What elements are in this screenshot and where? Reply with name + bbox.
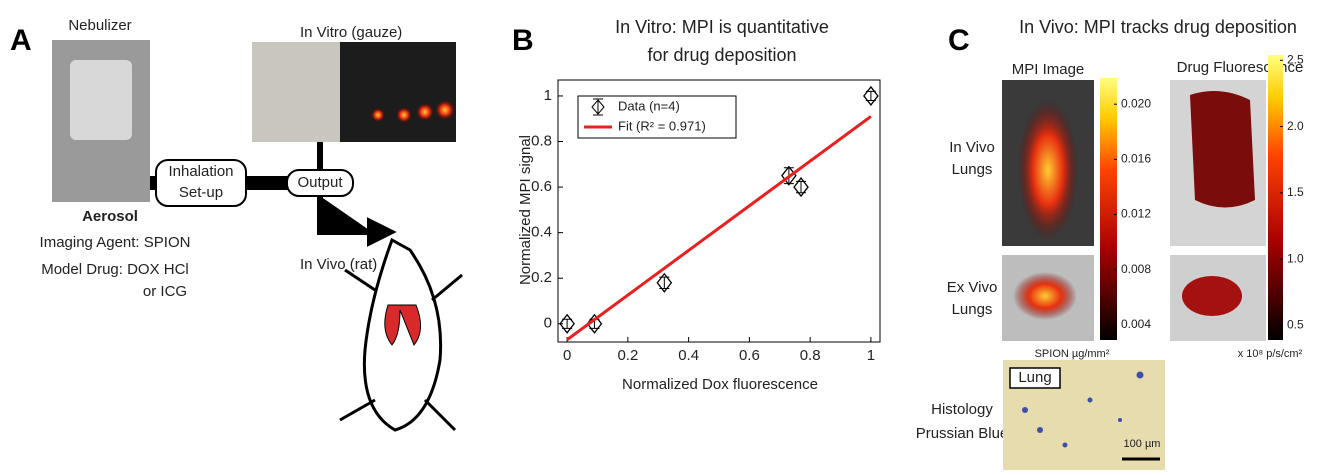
panel-letter: C <box>948 24 970 57</box>
data-point <box>863 85 879 107</box>
colorbar-label: x 10⁸ p/s/cm² <box>1238 348 1303 360</box>
y-tick-label: 0.8 <box>531 132 552 149</box>
label: MPI Image <box>1012 61 1085 78</box>
arrow-down <box>317 196 397 247</box>
nebulizer-cup <box>70 60 132 140</box>
label: In Vivo (rat) <box>300 256 377 273</box>
y-tick-label: 0.6 <box>531 178 552 195</box>
x-tick-label: 1 <box>867 347 875 364</box>
chart-title: In Vitro: MPI is quantitative <box>615 17 829 37</box>
x-axis-label: Normalized Dox fluorescence <box>622 376 818 393</box>
chart-title: for drug deposition <box>647 45 796 65</box>
rat-drawing <box>339 237 463 432</box>
colorbar-tick-label: 0.012 <box>1121 207 1151 221</box>
colorbar-tick-label: 1.0 <box>1287 251 1304 265</box>
label: Imaging Agent: SPION <box>40 234 191 251</box>
panel-letter: B <box>512 24 534 57</box>
x-tick-label: 0.8 <box>800 347 821 364</box>
colorbar-label: SPION µg/mm² <box>1035 348 1110 360</box>
drug-colorbar <box>1268 55 1283 340</box>
rat-lungs <box>384 304 421 346</box>
colorbar-tick-label: 0.016 <box>1121 152 1151 166</box>
x-tick-label: 0.2 <box>617 347 638 364</box>
label: Prussian Blue <box>916 425 1009 442</box>
colorbar-tick-label: 0.020 <box>1121 96 1151 110</box>
label: Model Drug: DOX HCl <box>41 261 189 278</box>
panel-a: A Nebulizer Aerosol Imaging Agent: SPION… <box>10 17 463 432</box>
panel-b: B In Vitro: MPI is quantitative for drug… <box>512 17 881 393</box>
data-point <box>793 177 809 198</box>
fluor-signal <box>1182 276 1242 316</box>
colorbar-tick-label: 0.008 <box>1121 262 1151 276</box>
legend-symbol <box>591 98 605 116</box>
colorbar-tick-label: 2.5 <box>1287 52 1304 66</box>
label: Output <box>297 174 343 191</box>
data-point <box>656 272 673 293</box>
colorbar-tick-label: 0.004 <box>1121 317 1151 331</box>
label: In Vitro (gauze) <box>300 24 402 41</box>
y-tick-label: 1 <box>544 87 552 104</box>
fit-line <box>566 115 872 341</box>
legend-box <box>577 95 737 139</box>
legend-label: Data (n=4) <box>618 98 680 113</box>
y-axis-label: Normalized MPI signal <box>517 135 534 285</box>
error-bar <box>865 90 876 102</box>
gauze-photo <box>252 42 340 142</box>
label: Histology <box>931 401 993 418</box>
plot-frame <box>557 79 881 343</box>
label: Lung <box>1018 369 1051 386</box>
error-bar <box>562 318 573 329</box>
x-tick-label: 0.6 <box>739 347 760 364</box>
tube-photo <box>340 42 456 142</box>
label: Aerosol <box>82 208 138 225</box>
y-tick-label: 0.4 <box>531 224 552 241</box>
y-tick-label: 0.2 <box>531 269 552 286</box>
data-point <box>586 313 603 334</box>
label: Ex Vivo <box>947 279 998 296</box>
colorbar-tick-label: 1.5 <box>1287 185 1304 199</box>
setup-box <box>155 159 247 207</box>
label: In Vivo <box>949 139 995 156</box>
colorbar-tick-label: 2.0 <box>1287 119 1304 133</box>
label: Nebulizer <box>68 17 131 34</box>
data-point <box>559 313 575 334</box>
y-tick-label: 0 <box>544 315 552 332</box>
label: Drug Fluorescence <box>1177 59 1304 76</box>
label: Lungs <box>952 161 993 178</box>
colorbar-tick-label: 0.5 <box>1287 318 1304 332</box>
label: or ICG <box>143 283 187 300</box>
x-tick-label: 0 <box>563 347 571 364</box>
panel-c: C In Vivo: MPI tracks drug deposition MP… <box>916 17 1304 470</box>
tube-signals <box>371 100 455 123</box>
fluor-signal <box>1190 91 1255 208</box>
panel-letter: A <box>10 24 32 57</box>
mpi-colorbar <box>1100 78 1117 340</box>
mpi-signal <box>1013 272 1077 320</box>
mpi-signal <box>1018 100 1078 240</box>
label: Lungs <box>952 301 993 318</box>
prussian-blue-spots <box>1022 371 1144 448</box>
legend-label: Fit (R² = 0.971) <box>618 118 706 133</box>
lung-box <box>1009 367 1061 389</box>
scale-label: 100 µm <box>1124 438 1161 450</box>
x-tick-label: 0.4 <box>678 347 699 364</box>
label: Inhalation <box>168 163 233 180</box>
label: Set-up <box>179 184 223 201</box>
panel-title: In Vivo: MPI tracks drug deposition <box>1019 17 1297 37</box>
